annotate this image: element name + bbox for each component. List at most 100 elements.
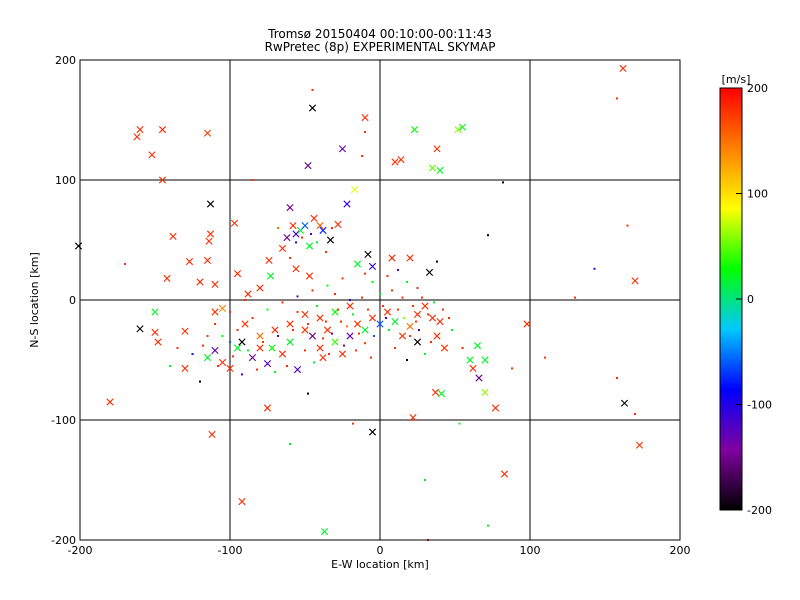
- data-point: [286, 204, 294, 212]
- data-point: [364, 250, 372, 258]
- colorbar-ticks: 200 100 0 -100 -200: [736, 82, 772, 517]
- data-point: [385, 317, 387, 319]
- chart-subtitle: RwPretec (8p) EXPERIMENTAL SKYMAP: [265, 40, 496, 54]
- data-point: [325, 251, 327, 253]
- data-point: [388, 329, 390, 331]
- data-point: [334, 220, 342, 228]
- data-point: [316, 344, 324, 352]
- data-point: [218, 304, 227, 312]
- data-point: [442, 308, 444, 311]
- data-point: [406, 254, 414, 262]
- colorbar-tick-label: 0: [747, 293, 754, 306]
- data-point: [221, 335, 224, 337]
- data-point: [323, 326, 332, 334]
- data-point: [268, 344, 276, 352]
- colorbar-tick-label: 100: [747, 188, 768, 201]
- data-point: [343, 200, 351, 208]
- data-point: [391, 289, 393, 292]
- data-point: [338, 145, 347, 153]
- data-point: [124, 263, 126, 265]
- data-point: [158, 126, 167, 134]
- data-point: [544, 356, 546, 359]
- grid-lines: [80, 60, 680, 540]
- data-point: [274, 371, 276, 373]
- data-point: [244, 299, 246, 301]
- data-point: [233, 344, 242, 352]
- data-point: [247, 349, 249, 352]
- data-point: [436, 318, 444, 326]
- data-point: [325, 320, 327, 323]
- data-point: [634, 413, 636, 415]
- data-point: [211, 346, 219, 354]
- data-point: [266, 308, 269, 311]
- data-point: [218, 358, 227, 366]
- data-point: [181, 327, 189, 335]
- data-point: [370, 356, 372, 359]
- data-points: [74, 64, 644, 541]
- data-point: [233, 270, 242, 278]
- data-point: [458, 123, 467, 131]
- x-axis-label: E-W location [km]: [331, 558, 429, 571]
- data-point: [136, 126, 144, 134]
- data-point: [353, 260, 362, 268]
- data-point: [574, 296, 576, 299]
- data-point: [431, 388, 440, 396]
- data-point: [454, 126, 462, 134]
- data-point: [244, 290, 252, 298]
- data-point: [473, 342, 482, 350]
- data-point: [440, 344, 449, 352]
- data-point: [418, 329, 420, 331]
- data-point: [421, 296, 423, 299]
- data-point: [500, 470, 509, 478]
- data-point: [203, 354, 212, 362]
- data-point: [205, 237, 213, 245]
- data-point: [203, 256, 212, 264]
- data-point: [106, 398, 114, 406]
- data-point: [338, 350, 347, 358]
- data-point: [176, 347, 179, 349]
- data-point: [320, 528, 329, 536]
- data-point: [278, 350, 287, 358]
- data-point: [361, 114, 369, 122]
- data-point: [271, 326, 279, 334]
- colorbar-tick-label: -200: [747, 504, 772, 517]
- axis-ticks: -200 -100 0 100 200 -200 -100 0 100 200: [51, 54, 690, 557]
- data-point: [433, 301, 435, 304]
- data-point: [163, 274, 171, 282]
- colorbar-label: [m/s]: [722, 73, 751, 86]
- data-point: [410, 126, 419, 134]
- data-point: [265, 256, 273, 264]
- data-point: [412, 305, 414, 307]
- data-point: [364, 272, 366, 275]
- data-point: [346, 332, 354, 340]
- y-axis-label: N-S location [km]: [28, 252, 41, 348]
- data-point: [169, 365, 171, 367]
- data-point: [292, 265, 300, 273]
- x-tick-label: 100: [520, 544, 541, 557]
- data-point: [313, 361, 315, 364]
- data-point: [232, 355, 234, 358]
- data-point: [331, 332, 333, 335]
- data-point: [148, 151, 156, 159]
- data-point: [397, 269, 399, 271]
- data-point: [301, 326, 309, 334]
- y-tick-label: -200: [51, 534, 76, 547]
- data-point: [191, 353, 194, 355]
- data-point: [296, 295, 299, 298]
- data-point: [364, 131, 366, 133]
- data-point: [406, 322, 414, 330]
- data-point: [74, 242, 83, 250]
- data-point: [428, 314, 437, 322]
- data-point: [304, 162, 312, 170]
- data-point: [307, 323, 309, 325]
- data-point: [461, 347, 464, 349]
- data-point: [226, 364, 234, 372]
- data-point: [248, 354, 257, 362]
- chart-title: Tromsø 20150404 00:10:00-00:11:43: [267, 27, 492, 41]
- data-point: [427, 313, 429, 316]
- data-point: [416, 287, 419, 289]
- data-point: [310, 233, 312, 235]
- data-point: [151, 308, 159, 316]
- data-point: [428, 164, 437, 172]
- data-point: [425, 268, 434, 276]
